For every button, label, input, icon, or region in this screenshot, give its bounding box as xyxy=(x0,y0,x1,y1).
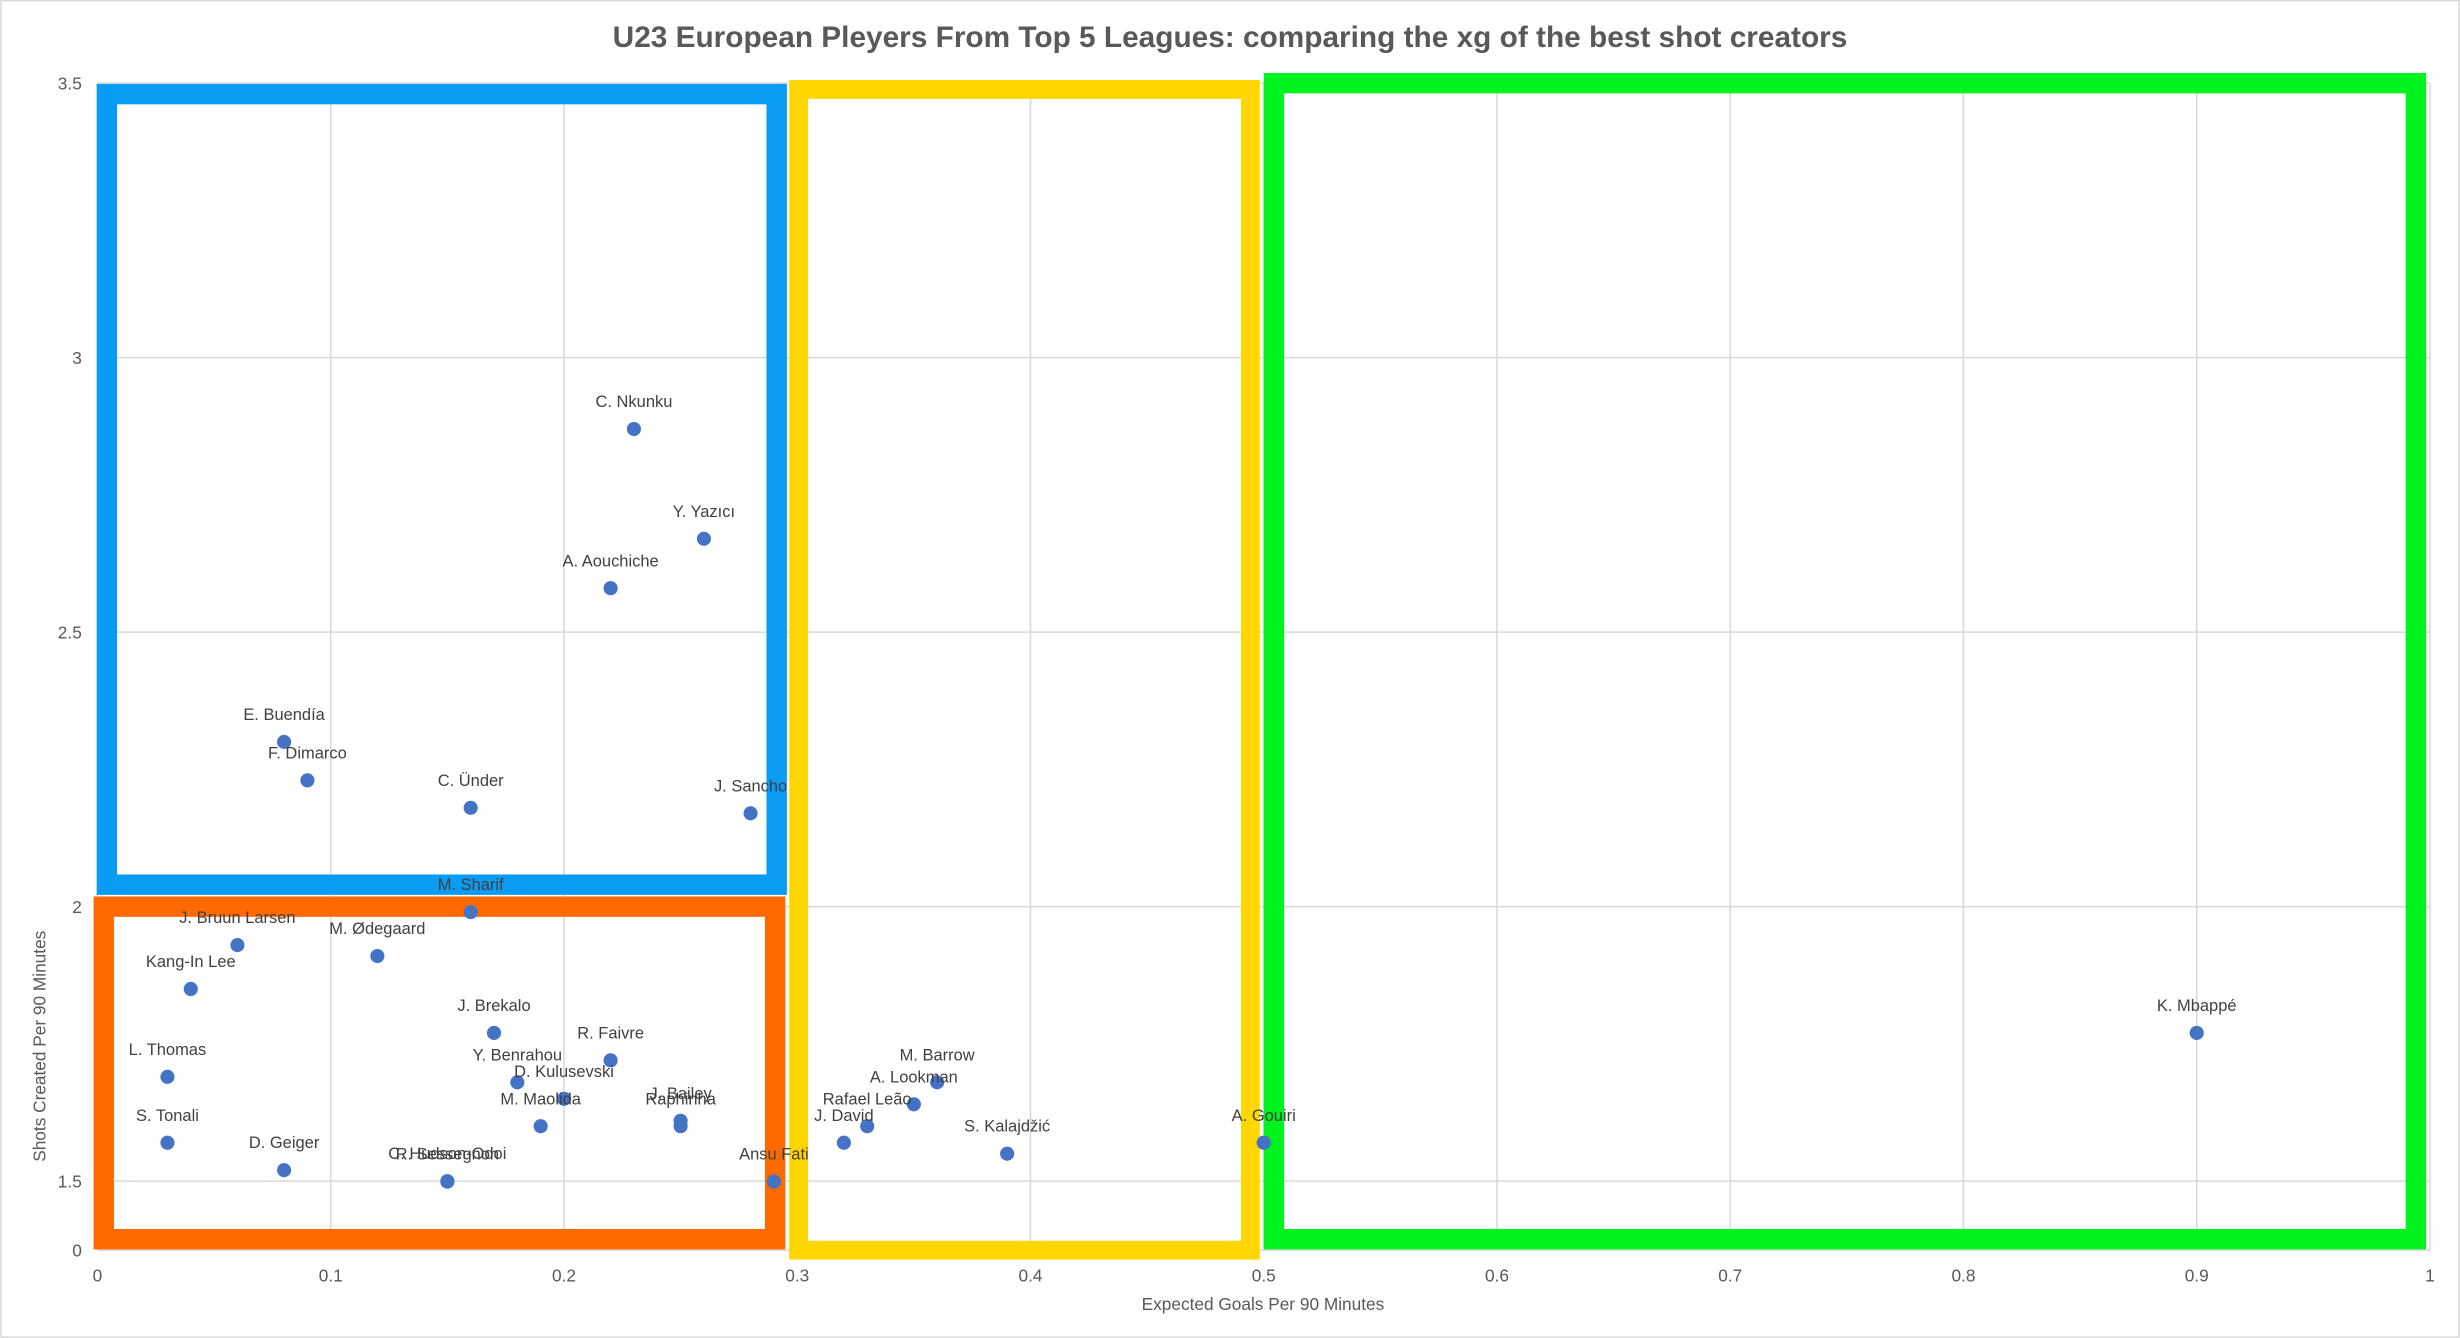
x-axis-label: Expected Goals Per 90 Minutes xyxy=(1142,1294,1385,1314)
point-label: J. Bruun Larsen xyxy=(179,909,295,927)
point xyxy=(533,1119,548,1134)
point-label: Rafael Leão xyxy=(823,1090,912,1108)
zone-box xyxy=(96,83,787,895)
point xyxy=(160,1135,175,1150)
x-tick-label: 0.8 xyxy=(1951,1266,1975,1286)
point-label: Y. Yazıcı xyxy=(673,503,735,521)
point xyxy=(766,1174,781,1189)
x-tick-label: 0.9 xyxy=(2185,1266,2209,1286)
y-tick-label: 3.5 xyxy=(58,73,82,93)
point xyxy=(277,734,292,749)
x-tick-label: 0.3 xyxy=(785,1266,809,1286)
point xyxy=(603,581,618,596)
point-label: Y. Benrahou xyxy=(473,1046,562,1064)
point xyxy=(463,800,478,815)
point xyxy=(370,948,385,964)
point xyxy=(486,1025,502,1040)
point xyxy=(440,1174,455,1189)
point-label: J. David xyxy=(814,1107,874,1125)
point xyxy=(603,1053,618,1068)
point xyxy=(743,806,758,821)
point-label: S. Kalajdžić xyxy=(964,1118,1050,1136)
point xyxy=(836,1135,851,1150)
point xyxy=(626,421,642,437)
y-tick-label: 2 xyxy=(72,897,82,917)
point-label: M. Maolida xyxy=(500,1090,581,1108)
y-tick-label: 2.5 xyxy=(58,622,82,642)
point xyxy=(696,531,711,546)
point-label: Ansu Fati xyxy=(739,1146,809,1164)
x-tick-label: 0.2 xyxy=(552,1266,576,1286)
zones xyxy=(93,72,2427,1260)
point xyxy=(906,1097,921,1112)
point xyxy=(673,1119,688,1134)
x-tick-label: 0 xyxy=(93,1266,103,1286)
point-label: D. Geiger xyxy=(249,1134,320,1152)
point xyxy=(556,1091,572,1106)
point-label: D. Kulusevski xyxy=(514,1063,614,1081)
point xyxy=(300,773,315,788)
point-label: C. Ünder xyxy=(438,772,504,790)
point-label: F. Dimarco xyxy=(268,744,347,762)
x-tick-label: 0.5 xyxy=(1252,1266,1276,1286)
point-label: J. Sancho xyxy=(714,777,787,795)
point xyxy=(510,1075,525,1090)
point-label: C. Hudson-Odoi xyxy=(388,1145,506,1163)
point-label: A. Lookman xyxy=(870,1068,958,1086)
point xyxy=(183,981,198,997)
point-label: R. Sessegnon xyxy=(396,1146,499,1164)
points: C. Nkunku Y. Yazıcı A. Aouchiche E. Buendía… xyxy=(129,393,2237,1189)
x-tick-label: 0.1 xyxy=(319,1266,343,1286)
point xyxy=(930,1075,945,1090)
y-tick-label: 0 xyxy=(72,1240,82,1260)
point xyxy=(2189,1025,2204,1040)
point xyxy=(1256,1135,1271,1150)
point-label: L. Thomas xyxy=(129,1041,207,1059)
point-label: Raphinha xyxy=(645,1090,716,1108)
zone-box xyxy=(93,896,786,1250)
y-axis-label: Shots Created Per 90 Minutes xyxy=(30,931,50,1162)
point-label: C. Nkunku xyxy=(596,393,673,411)
point-label: M. Sharif xyxy=(438,876,504,894)
x-tick-label: 0.6 xyxy=(1485,1266,1509,1286)
point-label: M. Barrow xyxy=(900,1046,975,1064)
point-label: E. Buendía xyxy=(243,706,325,724)
point-label: R. Faivre xyxy=(577,1024,644,1042)
point-label: S. Tonali xyxy=(136,1107,199,1125)
point-label: J. Brekalo xyxy=(457,997,530,1015)
point xyxy=(1000,1146,1015,1161)
point xyxy=(160,1069,175,1084)
point-label: A. Aouchiche xyxy=(563,552,659,570)
zone-box xyxy=(1263,72,2427,1250)
point xyxy=(860,1119,875,1134)
x-tick-label: 0.7 xyxy=(1718,1266,1742,1286)
zone-box xyxy=(789,79,1260,1260)
y-tick-label: 1.5 xyxy=(58,1171,82,1191)
point-label: A. Gouiri xyxy=(1232,1107,1296,1125)
point-label: Kang-In Lee xyxy=(146,953,236,971)
point xyxy=(230,938,245,953)
point xyxy=(277,1163,292,1178)
x-tick-label: 0.4 xyxy=(1018,1266,1042,1286)
point-label: K. Mbappé xyxy=(2157,997,2237,1015)
y-tick-label: 3 xyxy=(72,348,82,368)
chart-title: U23 European Pleyers From Top 5 Leagues:… xyxy=(613,21,1848,54)
point xyxy=(463,905,478,920)
point-label: M. Ødegaard xyxy=(329,920,425,938)
point-label: J. Bailey xyxy=(649,1085,712,1103)
x-tick-label: 1 xyxy=(2425,1266,2435,1286)
